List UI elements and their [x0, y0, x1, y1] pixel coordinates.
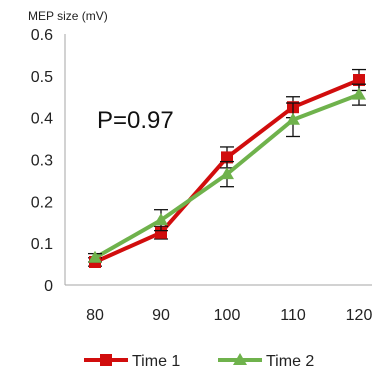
- data-point: [155, 226, 167, 239]
- x-tick-label: 90: [152, 307, 170, 324]
- legend-item: Time 1: [84, 353, 180, 370]
- y-tick-label: 0: [44, 278, 53, 295]
- p-value-annotation: P=0.97: [97, 107, 174, 134]
- data-point: [286, 112, 300, 125]
- data-point: [352, 87, 366, 100]
- x-tick-label: 120: [346, 307, 373, 324]
- y-tick-label: 0.5: [31, 69, 53, 86]
- legend-label: Time 2: [266, 353, 314, 370]
- y-tick-label: 0.1: [31, 236, 53, 253]
- y-tick-label: 0.2: [31, 194, 53, 211]
- y-tick-label: 0.6: [31, 27, 53, 44]
- data-point: [88, 250, 102, 263]
- y-axis-label: MEP size (mV): [28, 9, 108, 23]
- y-tick-label: 0.4: [31, 111, 53, 128]
- x-tick-label: 100: [214, 307, 241, 324]
- legend-marker: [100, 354, 112, 366]
- data-point: [154, 213, 168, 226]
- x-tick-label: 110: [280, 307, 306, 324]
- legend-item: Time 2: [218, 353, 314, 370]
- legend-label: Time 1: [132, 353, 180, 370]
- series-layer: [88, 68, 366, 268]
- legend: Time 1 Time 2: [84, 353, 314, 370]
- series-2: [88, 83, 366, 263]
- data-point: [353, 74, 365, 87]
- x-tick-labels: 80 90 100 110 120: [86, 307, 372, 324]
- x-tick-label: 80: [86, 307, 104, 324]
- y-tick-labels: 0 0.1 0.2 0.3 0.4 0.5 0.6: [31, 27, 53, 295]
- legend-marker: [233, 353, 247, 365]
- data-point: [220, 167, 234, 180]
- y-tick-label: 0.3: [31, 153, 53, 170]
- data-point: [221, 151, 233, 164]
